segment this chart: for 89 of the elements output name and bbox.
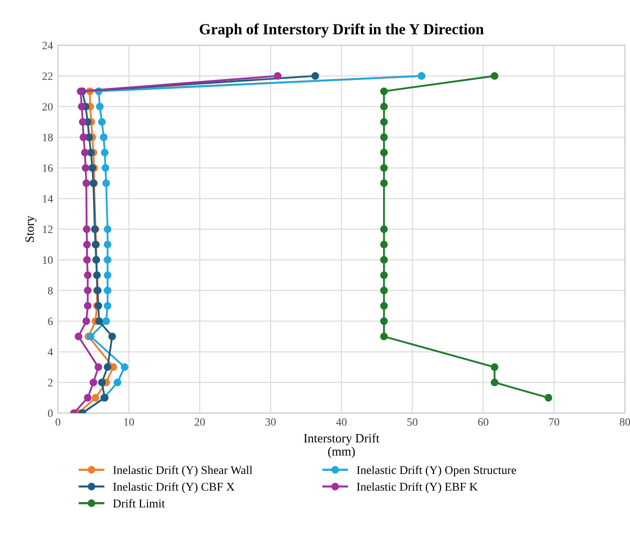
point bbox=[84, 302, 92, 310]
y-tick-label: 16 bbox=[42, 164, 53, 172]
point bbox=[102, 317, 110, 325]
legend-label: Inelastic Drift (Y) EBF K bbox=[356, 482, 478, 494]
point bbox=[380, 133, 388, 142]
point bbox=[380, 317, 388, 325]
point bbox=[380, 240, 388, 248]
point bbox=[104, 271, 112, 279]
y-tick-label: 24 bbox=[42, 42, 53, 50]
point bbox=[90, 378, 98, 386]
point bbox=[104, 256, 112, 264]
point bbox=[87, 148, 95, 156]
y-tick-label: 18 bbox=[42, 134, 53, 142]
y-tick-label: 0 bbox=[48, 410, 53, 418]
y-tick-label: 6 bbox=[48, 318, 53, 326]
point bbox=[108, 332, 116, 340]
point bbox=[380, 286, 388, 294]
point bbox=[380, 302, 388, 310]
point bbox=[98, 118, 106, 126]
point bbox=[80, 133, 88, 142]
point bbox=[380, 87, 388, 96]
x-tick-label: 30 bbox=[266, 418, 276, 426]
x-tick-label: 20 bbox=[194, 418, 205, 426]
point bbox=[380, 102, 388, 110]
point bbox=[82, 179, 90, 188]
point bbox=[74, 332, 82, 340]
legend-label: Inelastic Drift (Y) CBF X bbox=[113, 482, 235, 494]
point bbox=[104, 302, 112, 310]
legend-label: Inelastic Drift (Y) Open Structure bbox=[356, 466, 516, 476]
point bbox=[98, 378, 106, 386]
point bbox=[380, 164, 388, 172]
point bbox=[84, 271, 92, 279]
point bbox=[311, 72, 320, 80]
y-axis-title: Story bbox=[25, 216, 36, 242]
point bbox=[380, 225, 388, 234]
y-tick-label: 10 bbox=[42, 256, 53, 264]
legend-label: Drift Limit bbox=[113, 499, 165, 508]
x-tick-label: 60 bbox=[478, 418, 488, 426]
x-tick-label: 70 bbox=[549, 418, 560, 426]
point bbox=[104, 225, 112, 234]
point bbox=[84, 394, 92, 402]
point bbox=[544, 394, 552, 402]
x-tick-label: 50 bbox=[407, 418, 418, 426]
point bbox=[120, 363, 128, 371]
point bbox=[83, 256, 91, 264]
point bbox=[102, 164, 110, 172]
x-axis-title: Interstory Drift (mm) bbox=[304, 434, 380, 458]
point bbox=[380, 148, 388, 156]
x-tick-label: 40 bbox=[336, 418, 347, 426]
y-tick-label: 8 bbox=[48, 286, 53, 294]
point bbox=[100, 148, 109, 156]
legend-label: Inelastic Drift (Y) Shear Wall bbox=[113, 466, 252, 476]
y-tick-label: 2 bbox=[48, 378, 52, 386]
point bbox=[490, 378, 498, 386]
x-tick-label: 0 bbox=[56, 418, 60, 426]
point bbox=[380, 271, 388, 279]
point bbox=[78, 102, 86, 110]
point bbox=[92, 394, 100, 402]
y-tick-label: 14 bbox=[42, 195, 53, 202]
point bbox=[102, 179, 110, 188]
x-tick-label: 10 bbox=[124, 418, 134, 426]
point bbox=[83, 240, 91, 248]
y-tick-label: 12 bbox=[42, 226, 52, 234]
chart-title: Graph of Interstory Drift in the Y Direction bbox=[200, 23, 484, 38]
y-tick-label: 22 bbox=[42, 72, 52, 80]
point bbox=[490, 72, 498, 80]
point bbox=[114, 378, 122, 386]
x-tick-label: 80 bbox=[620, 418, 630, 426]
point bbox=[380, 332, 388, 340]
point bbox=[95, 317, 103, 325]
point bbox=[82, 225, 90, 234]
point bbox=[104, 363, 112, 371]
point bbox=[380, 256, 388, 264]
point bbox=[94, 363, 102, 371]
point bbox=[82, 164, 90, 172]
point bbox=[82, 317, 90, 325]
y-tick-label: 4 bbox=[48, 348, 53, 356]
point bbox=[104, 240, 112, 248]
point bbox=[274, 72, 282, 80]
point bbox=[81, 148, 89, 156]
y-tick-label: 20 bbox=[42, 103, 53, 111]
point bbox=[490, 363, 498, 371]
point bbox=[100, 133, 108, 142]
point bbox=[96, 102, 104, 110]
point bbox=[380, 118, 388, 126]
point bbox=[84, 286, 92, 294]
point bbox=[104, 286, 112, 294]
point bbox=[78, 118, 87, 126]
point bbox=[380, 179, 388, 188]
